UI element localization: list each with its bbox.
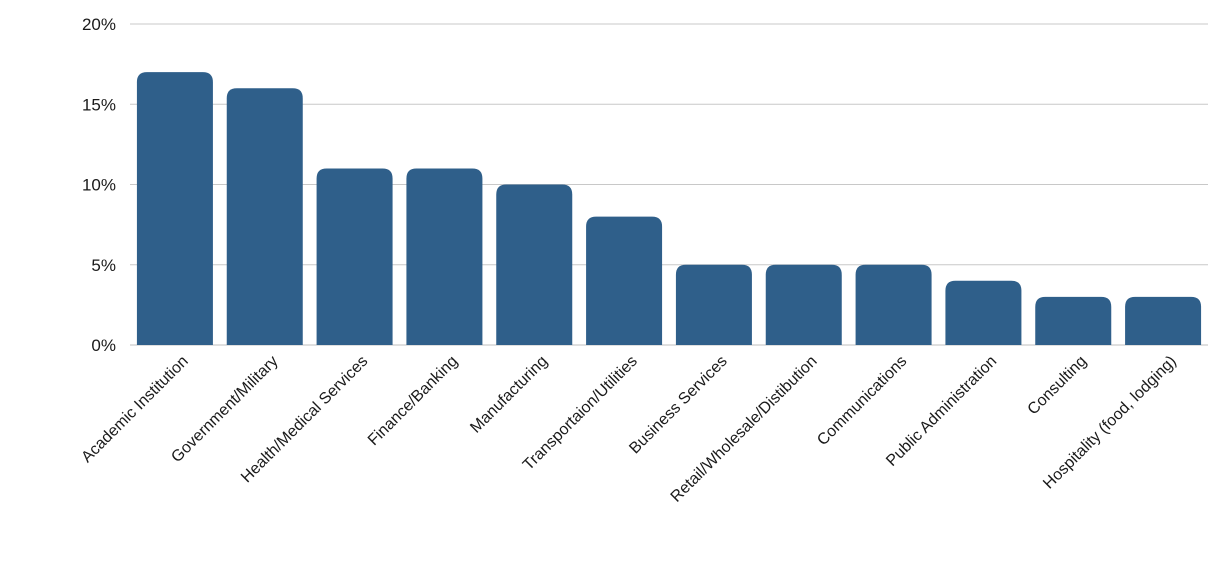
bar-4 [496,184,573,345]
bar-7 [765,264,842,345]
x-category-label: Business Services [626,353,730,457]
y-axis-ticks: 0% 5% 10% 15% 20% [82,15,116,355]
x-category-label: Manufacturing [467,353,551,437]
x-category-label: Consulting [1025,353,1090,418]
bar-3 [406,168,483,345]
bar-10 [1035,296,1112,345]
x-category-label: Finance/Banking [365,353,461,449]
x-axis-labels: Academic InstitutionGovernment/MilitaryH… [78,353,1179,506]
y-tick-label: 20% [82,15,116,34]
x-category-label: Communications [814,353,910,449]
bar-0 [136,72,213,346]
bars [136,72,1202,346]
y-tick-label: 15% [82,95,116,114]
bar-5 [586,216,663,345]
bar-6 [675,264,752,345]
y-tick-label: 0% [91,336,116,355]
bar-1 [226,88,303,345]
bar-9 [945,280,1022,345]
bar-2 [316,168,393,345]
gridlines [130,23,1208,346]
y-tick-label: 5% [91,256,116,275]
bar-11 [1125,296,1202,345]
y-tick-label: 10% [82,176,116,195]
x-category-label: Retail/Wholesale/Distibution [668,353,821,506]
bar-8 [855,264,932,345]
